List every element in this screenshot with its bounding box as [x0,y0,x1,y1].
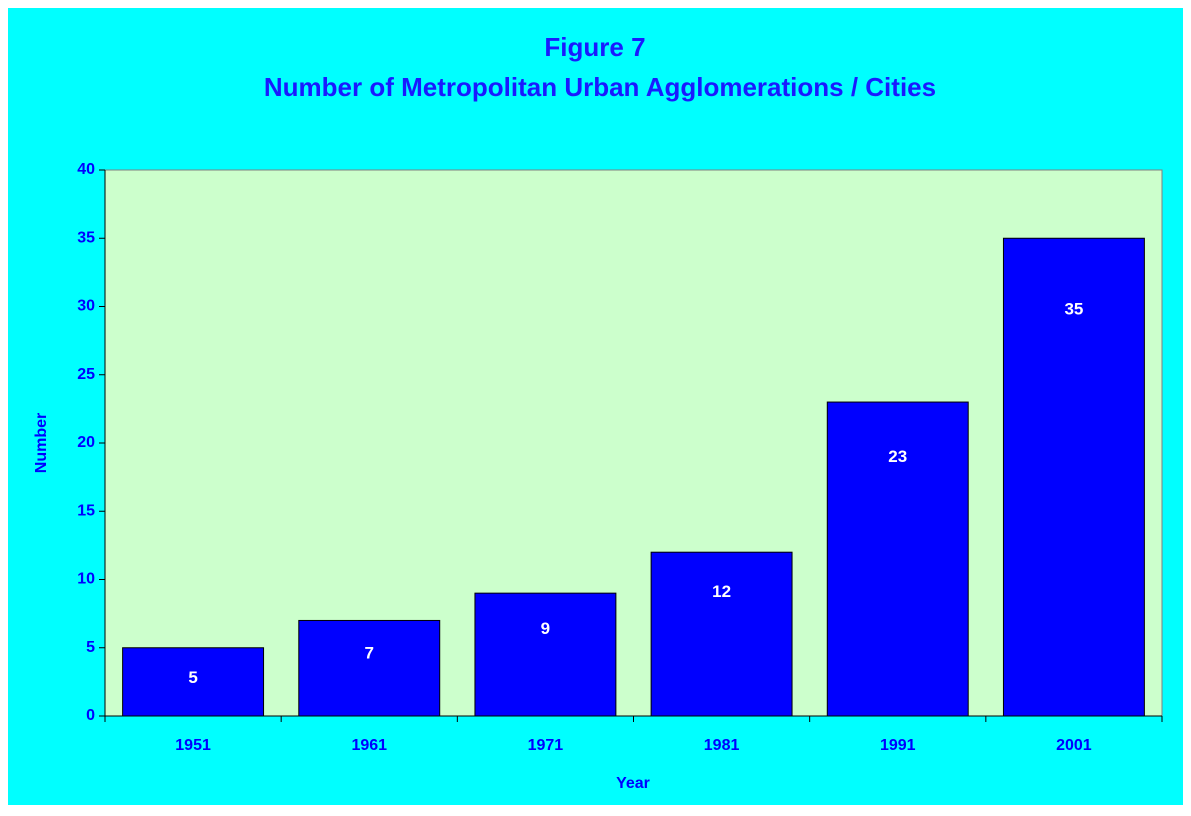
x-axis-title: Year [616,775,650,792]
x-tick-label: 1951 [175,737,211,754]
y-tick-label: 10 [77,571,95,588]
y-tick-label: 35 [77,229,95,246]
bar [650,551,793,717]
bar [826,401,969,717]
bar [122,647,265,717]
y-tick-label: 15 [77,502,95,519]
bar [474,592,617,717]
x-tick-label: 1961 [351,737,387,754]
chart-subtitle: Number of Metropolitan Urban Agglomerati… [264,72,936,102]
x-tick-label: 1981 [704,737,740,754]
y-tick-label: 25 [77,366,95,383]
bar [1002,237,1145,717]
data-label: 35 [1064,300,1083,319]
x-tick-label: 1971 [528,737,564,754]
chart-title: Figure 7 [544,32,645,62]
y-tick-label: 5 [86,639,95,656]
y-tick-label: 40 [77,161,95,178]
data-label: 9 [541,619,550,638]
x-tick-label: 1991 [880,737,916,754]
plot-area [104,169,1163,717]
bar [298,619,441,717]
y-tick-label: 0 [86,707,95,724]
data-label: 23 [888,447,907,466]
y-axis-title: Number [33,413,50,473]
data-label: 7 [365,643,374,662]
data-label: 12 [712,582,731,601]
y-tick-label: 20 [77,434,95,451]
y-tick-label: 30 [77,298,95,315]
data-label: 5 [188,668,197,687]
x-tick-label: 2001 [1056,737,1092,754]
